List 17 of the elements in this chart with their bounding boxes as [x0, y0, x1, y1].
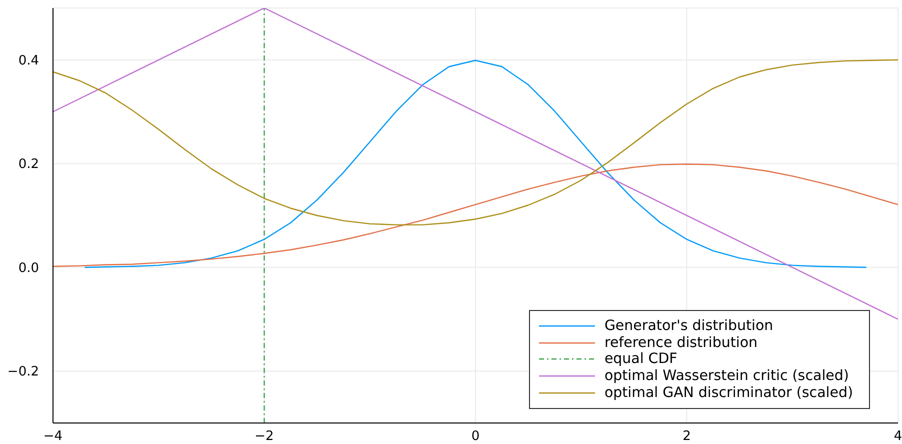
x-tick-label: −2 [254, 429, 274, 444]
legend-label: equal CDF [604, 351, 678, 368]
legend-label: Generator's distribution [604, 318, 774, 334]
x-tick-label: 4 [894, 429, 902, 444]
y-tick-label: 0.4 [18, 53, 39, 68]
legend-label: optimal Wasserstein critic (scaled) [604, 368, 849, 384]
line-series [53, 59, 898, 226]
line-series [53, 164, 898, 267]
line-series [84, 60, 867, 268]
x-tick-label: −4 [43, 429, 63, 444]
y-tick-label: 0.2 [18, 157, 39, 172]
x-tick-label: 2 [682, 429, 691, 444]
legend-label: reference distribution [604, 334, 758, 351]
x-tick-label: 0 [471, 429, 480, 444]
legend-label: optimal GAN discriminator (scaled) [604, 384, 853, 401]
y-tick-label: 0.0 [18, 260, 39, 276]
y-tick-label: −0.2 [7, 364, 39, 380]
